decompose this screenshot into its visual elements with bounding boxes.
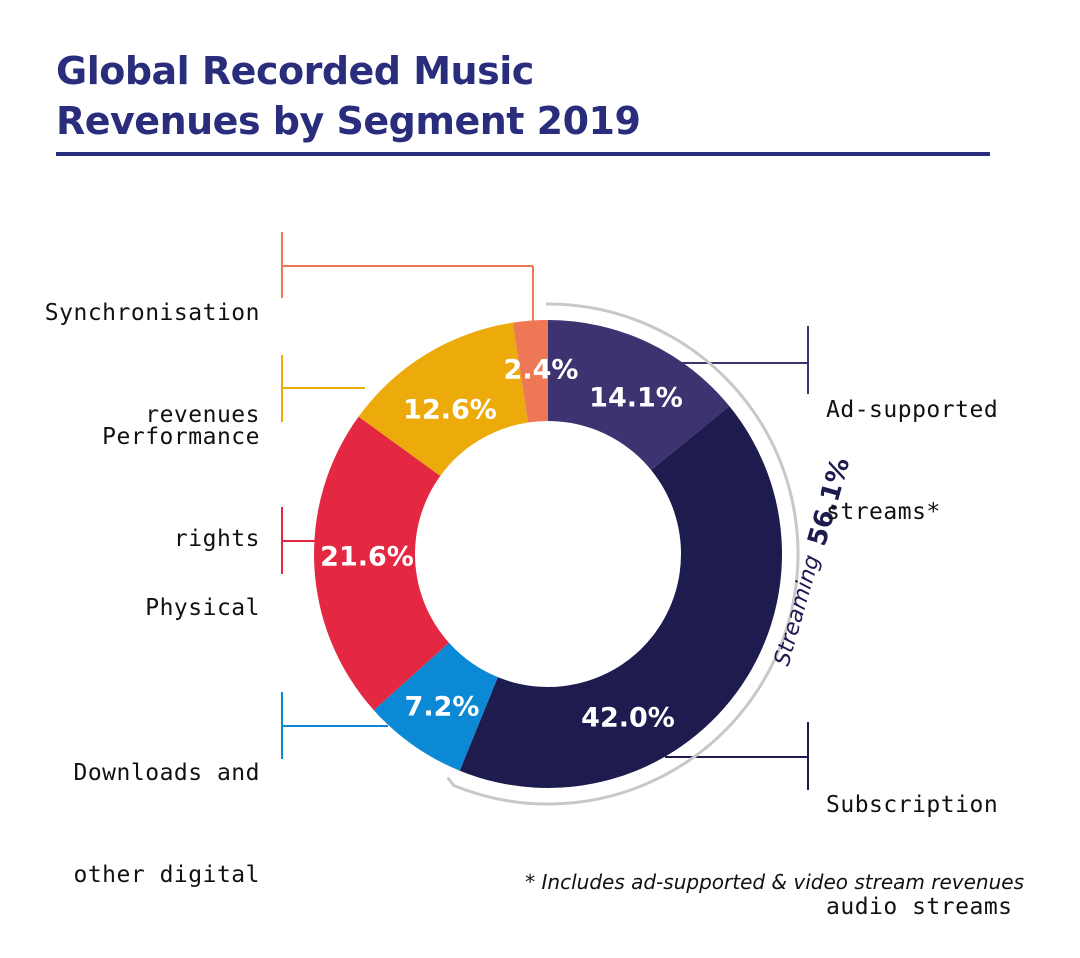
chart-title-line-1: Global Recorded Music: [56, 49, 534, 93]
legend-label-subscription: Subscription audio streams: [826, 720, 1013, 958]
donut-slice-sync: [512, 320, 548, 423]
value-label-sync: 2.4%: [504, 355, 579, 386]
legend-label-physical-line1: Physical: [145, 595, 260, 621]
donut-slice-dl: [373, 642, 498, 771]
donut-slice-ad: [548, 320, 730, 470]
legend-label-performance-line1: Performance: [102, 424, 260, 450]
chart-title-line-2: Revenues by Segment 2019: [56, 99, 641, 143]
legend-label-ad-line2: streams*: [826, 499, 941, 525]
legend-label-downloads-line1: Downloads and: [73, 760, 260, 786]
streaming-bracket: [446, 302, 800, 806]
footnote: * Includes ad-supported & video stream r…: [525, 870, 1024, 894]
legend-label-subscription-line1: Subscription: [826, 792, 999, 818]
value-label-dl: 7.2%: [405, 692, 480, 723]
donut-chart: 14.1%42.0%7.2%21.6%12.6%2.4% Streaming 5…: [281, 232, 856, 806]
value-label-phys: 21.6%: [320, 542, 414, 573]
value-label-perf: 12.6%: [403, 395, 497, 426]
legend-label-downloads-line2: other digital: [73, 862, 260, 888]
legend-label-sync: Synchronisation revenues: [45, 228, 260, 466]
donut-slice-perf: [358, 322, 529, 476]
legend-label-ad-line1: Ad-supported: [826, 397, 999, 423]
legend-label-subscription-line2: audio streams: [826, 894, 1013, 920]
legend-label-downloads: Downloads and other digital: [73, 688, 260, 926]
chart-title: Global Recorded Music Revenues by Segmen…: [56, 46, 641, 146]
donut-slice-phys: [314, 416, 449, 711]
legend-label-sync-line1: Synchronisation: [44, 300, 260, 326]
legend-label-performance-line2: rights: [173, 526, 260, 552]
title-rule: [56, 152, 990, 156]
legend-label-performance: Performance rights: [102, 352, 260, 590]
legend-label-physical: Physical: [145, 523, 260, 659]
value-label-sub: 42.0%: [581, 703, 675, 734]
legend-label-ad-supported: Ad-supported streams*: [826, 325, 998, 563]
donut-slice-sub: [459, 406, 783, 788]
value-label-ad: 14.1%: [589, 383, 683, 414]
legend-label-sync-line2: revenues: [145, 402, 260, 428]
streaming-bracket-arc: [446, 302, 800, 806]
